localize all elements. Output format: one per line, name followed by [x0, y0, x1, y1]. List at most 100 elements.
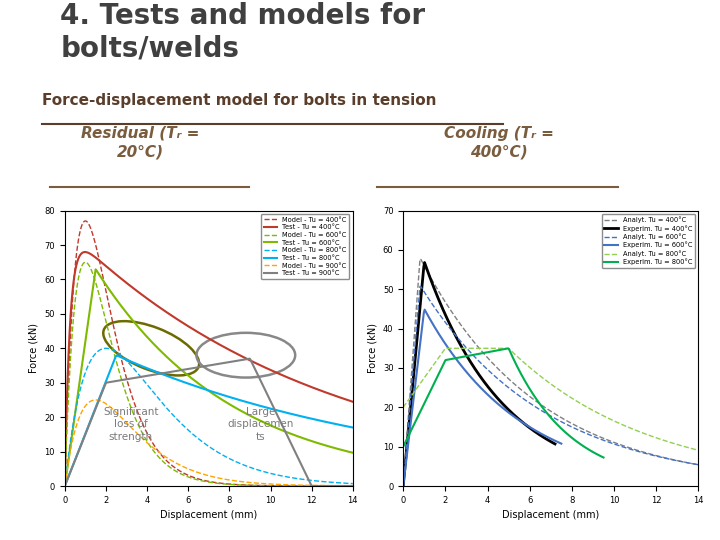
Test - Tu = 900°C: [61, 481, 70, 487]
Test - Tu = 800°C: [60, 483, 69, 489]
Legend: Analyt. Tu = 400°C, Experim. Tu = 400°C, Analyt. Tu = 600°C, Experim. Tu = 600°C: Analyt. Tu = 400°C, Experim. Tu = 400°C,…: [602, 214, 695, 268]
Analyt. Tu = 400°C: [399, 483, 408, 489]
Test - Tu = 800°C: [323, 419, 331, 426]
Experim. Tu = 600°C: [557, 441, 566, 447]
Test - Tu = 600°C: [61, 476, 70, 482]
Line: Analyt. Tu = 800°C: Analyt. Tu = 800°C: [403, 348, 698, 450]
Test - Tu = 600°C: [91, 266, 100, 273]
Experim. Tu = 400°C: [399, 483, 408, 489]
X-axis label: Displacement (mm): Displacement (mm): [160, 510, 258, 520]
Model - Tu = 600°C: [323, 483, 331, 489]
Experim. Tu = 600°C: [429, 322, 438, 328]
Analyt. Tu = 800°C: [649, 434, 657, 440]
Test - Tu = 900°C: [60, 483, 69, 489]
Model - Tu = 400°C: [238, 482, 246, 488]
Model - Tu = 900°C: [304, 482, 312, 489]
Model - Tu = 600°C: [233, 482, 241, 488]
Analyt. Tu = 400°C: [580, 427, 589, 433]
Test - Tu = 400°C: [238, 353, 246, 360]
Analyt. Tu = 800°C: [667, 440, 676, 446]
Test - Tu = 400°C: [304, 383, 312, 389]
Model - Tu = 600°C: [232, 482, 240, 488]
Test - Tu = 900°C: [231, 358, 240, 365]
Line: Test - Tu = 800°C: Test - Tu = 800°C: [65, 355, 353, 486]
Model - Tu = 600°C: [61, 456, 70, 462]
Analyt. Tu = 800°C: [575, 399, 583, 406]
Test - Tu = 400°C: [232, 350, 240, 357]
Analyt. Tu = 600°C: [415, 283, 424, 289]
Test - Tu = 900°C: [304, 476, 312, 483]
Experim. Tu = 400°C: [428, 280, 436, 287]
Test - Tu = 600°C: [323, 443, 331, 449]
Analyt. Tu = 600°C: [399, 483, 408, 489]
Model - Tu = 800°C: [232, 458, 240, 465]
Test - Tu = 900°C: [237, 357, 246, 363]
Model - Tu = 400°C: [348, 483, 357, 489]
Experim. Tu = 800°C: [452, 355, 461, 361]
Test - Tu = 800°C: [112, 352, 121, 359]
Y-axis label: Force (kN): Force (kN): [367, 323, 377, 373]
Experim. Tu = 400°C: [408, 386, 417, 392]
Model - Tu = 600°C: [81, 259, 89, 266]
Analyt. Tu = 800°C: [399, 404, 408, 410]
Test - Tu = 600°C: [348, 449, 357, 456]
Model - Tu = 600°C: [238, 482, 246, 488]
Y-axis label: Force (kN): Force (kN): [29, 323, 39, 373]
Experim. Tu = 800°C: [599, 454, 608, 461]
Experim. Tu = 600°C: [399, 483, 408, 489]
Line: Analyt. Tu = 400°C: Analyt. Tu = 400°C: [403, 259, 698, 486]
Test - Tu = 800°C: [61, 480, 70, 487]
Analyt. Tu = 400°C: [667, 456, 676, 463]
Legend: Model - Tu = 400°C, Test - Tu = 400°C, Model - Tu = 600°C, Test - Tu = 600°C, Mo: Model - Tu = 400°C, Test - Tu = 400°C, M…: [261, 214, 349, 279]
Test - Tu = 400°C: [61, 439, 70, 446]
Test - Tu = 900°C: [348, 483, 357, 489]
Test - Tu = 600°C: [233, 406, 241, 412]
Model - Tu = 600°C: [60, 483, 69, 489]
Test - Tu = 800°C: [233, 396, 241, 403]
Model - Tu = 800°C: [61, 474, 70, 481]
Analyt. Tu = 800°C: [694, 447, 703, 454]
Model - Tu = 400°C: [232, 481, 240, 488]
Line: Test - Tu = 900°C: Test - Tu = 900°C: [65, 359, 353, 486]
Analyt. Tu = 800°C: [575, 400, 584, 406]
Model - Tu = 400°C: [323, 483, 331, 489]
Model - Tu = 800°C: [304, 477, 312, 483]
Model - Tu = 600°C: [304, 483, 312, 489]
Analyt. Tu = 800°C: [400, 403, 408, 409]
Experim. Tu = 800°C: [436, 367, 445, 374]
Experim. Tu = 600°C: [408, 403, 417, 409]
Text: Residual (Tᵣ =
20°C): Residual (Tᵣ = 20°C): [81, 126, 199, 160]
Experim. Tu = 800°C: [590, 450, 599, 456]
Line: Experim. Tu = 800°C: Experim. Tu = 800°C: [403, 348, 603, 457]
Test - Tu = 800°C: [348, 424, 357, 431]
Analyt. Tu = 600°C: [649, 452, 657, 458]
Test - Tu = 800°C: [304, 415, 312, 421]
Test - Tu = 600°C: [304, 437, 312, 443]
Line: Analyt. Tu = 600°C: Analyt. Tu = 600°C: [403, 286, 698, 486]
Test - Tu = 400°C: [323, 389, 331, 396]
Analyt. Tu = 600°C: [694, 462, 703, 468]
Test - Tu = 400°C: [60, 483, 69, 489]
Text: Significant
loss of
strength: Significant loss of strength: [103, 407, 158, 442]
Model - Tu = 800°C: [348, 481, 357, 487]
Model - Tu = 900°C: [232, 478, 240, 484]
Line: Model - Tu = 800°C: Model - Tu = 800°C: [65, 348, 353, 486]
Experim. Tu = 600°C: [420, 306, 429, 313]
Model - Tu = 800°C: [60, 483, 69, 489]
Test - Tu = 900°C: [232, 357, 240, 364]
Analyt. Tu = 600°C: [575, 427, 583, 434]
Analyt. Tu = 400°C: [575, 424, 583, 430]
Model - Tu = 900°C: [233, 478, 241, 484]
Test - Tu = 600°C: [238, 408, 246, 415]
Analyt. Tu = 400°C: [694, 462, 703, 468]
Model - Tu = 800°C: [323, 478, 331, 485]
Line: Model - Tu = 900°C: Model - Tu = 900°C: [65, 400, 353, 486]
Text: Large
displacemen
ts: Large displacemen ts: [227, 407, 294, 442]
Model - Tu = 800°C: [233, 459, 241, 465]
Analyt. Tu = 800°C: [441, 345, 450, 352]
Line: Test - Tu = 400°C: Test - Tu = 400°C: [65, 252, 353, 486]
Line: Model - Tu = 600°C: Model - Tu = 600°C: [65, 262, 353, 486]
Experim. Tu = 800°C: [399, 443, 408, 450]
Experim. Tu = 600°C: [550, 437, 559, 443]
Experim. Tu = 600°C: [405, 429, 414, 436]
